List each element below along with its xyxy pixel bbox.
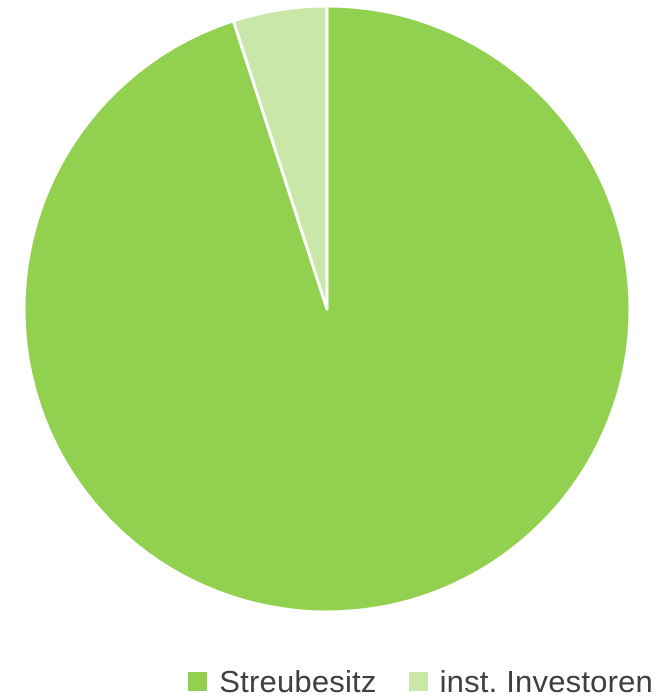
- legend-swatch-inst-investoren: [408, 671, 428, 691]
- legend-label-streubesitz: Streubesitz: [219, 663, 377, 699]
- legend-item-streubesitz: Streubesitz: [188, 666, 376, 697]
- legend-label-inst-investoren: inst. Investoren: [439, 663, 653, 699]
- legend: Streubesitz inst. Investoren: [0, 664, 659, 698]
- pie-slices: [22, 4, 632, 614]
- pie-slice-inst-investoren: [231, 4, 329, 311]
- legend-swatch-streubesitz: [188, 671, 208, 691]
- legend-item-inst-investoren: inst. Investoren: [408, 663, 653, 699]
